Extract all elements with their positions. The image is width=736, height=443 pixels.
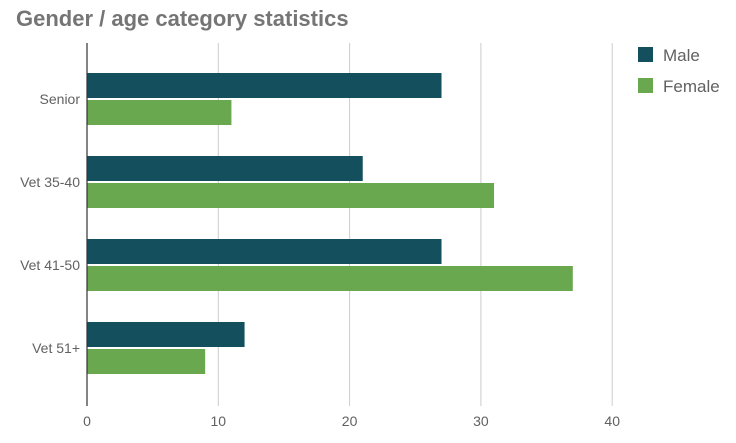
category-label: Vet 51+ xyxy=(32,340,80,356)
bar-male-2 xyxy=(87,239,442,264)
bar-male-0 xyxy=(87,73,442,98)
category-label: Vet 35-40 xyxy=(20,174,80,190)
bar-female-0 xyxy=(87,100,232,125)
bar-female-1 xyxy=(87,183,495,208)
legend-label: Female xyxy=(663,77,720,96)
x-tick-label: 40 xyxy=(604,413,620,429)
bar-male-3 xyxy=(87,322,245,347)
category-label: Vet 41-50 xyxy=(20,257,80,273)
x-tick-label: 30 xyxy=(473,413,489,429)
category-label: Senior xyxy=(40,91,81,107)
legend: Male Female xyxy=(638,46,720,96)
legend-swatch xyxy=(638,47,653,62)
bars xyxy=(87,73,573,374)
x-tick-label: 10 xyxy=(211,413,227,429)
bar-male-1 xyxy=(87,156,363,181)
legend-label: Male xyxy=(663,46,700,65)
chart-title: Gender / age category statistics xyxy=(16,6,349,31)
bar-female-3 xyxy=(87,349,206,374)
category-labels: Senior Vet 35-40 Vet 41-50 Vet 51+ xyxy=(20,91,80,356)
bar-female-2 xyxy=(87,266,573,291)
x-tick-label: 0 xyxy=(83,413,91,429)
tick-labels: 0 10 20 30 40 xyxy=(83,413,620,429)
legend-swatch xyxy=(638,78,653,93)
x-tick-label: 20 xyxy=(342,413,358,429)
